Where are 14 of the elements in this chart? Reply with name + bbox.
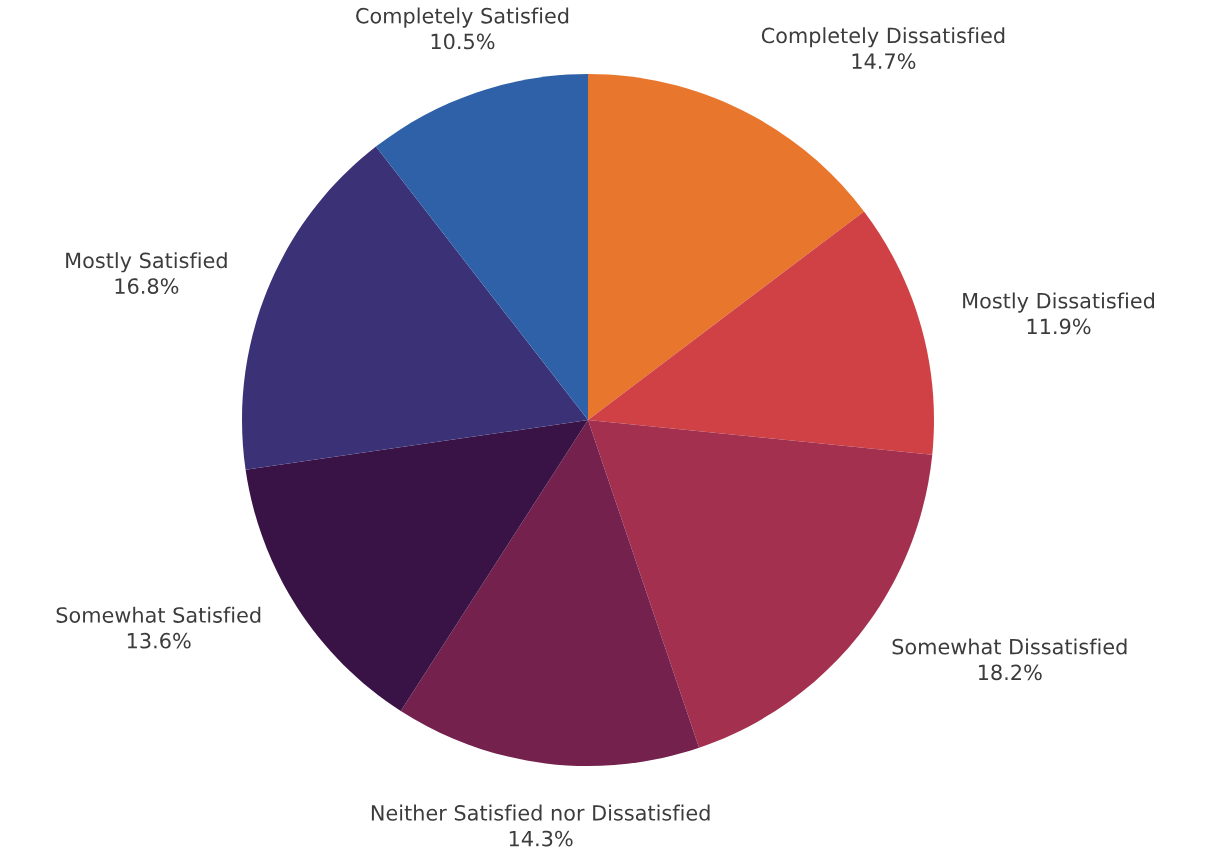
slice-label: Mostly Dissatisfied	[963, 292, 1155, 313]
data-label: 10.5%	[431, 33, 495, 50]
slice-label: Completely Satisfied	[356, 7, 569, 28]
slice-label: Somewhat Dissatisfied	[892, 638, 1127, 655]
data-label: 16.8%	[115, 278, 179, 294]
data-label: 14.7%	[852, 53, 916, 70]
slice-label: Neither Satisfied nor Dissatisfied	[371, 804, 710, 821]
data-label: 18.2%	[978, 664, 1042, 681]
slice-label: Somewhat Satisfied	[56, 606, 261, 623]
slice-label: Mostly Satisfied	[66, 252, 227, 273]
data-label: 14.3%	[509, 830, 573, 847]
data-label: 13.6%	[127, 632, 191, 649]
slice-label: Completely Dissatisfied	[761, 27, 1005, 48]
data-label: 11.9%	[1027, 318, 1091, 335]
